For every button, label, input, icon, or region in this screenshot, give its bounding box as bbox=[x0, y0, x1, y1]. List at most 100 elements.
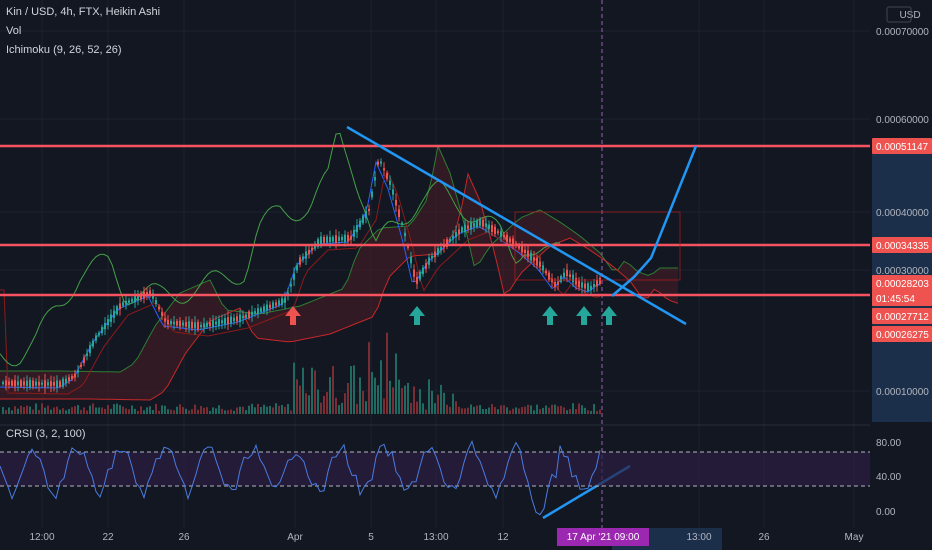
time-tick-label: May bbox=[845, 532, 864, 543]
candle-body bbox=[362, 215, 364, 224]
time-tick-label: 13:00 bbox=[423, 532, 448, 543]
candle-body bbox=[176, 320, 178, 326]
volume-bar bbox=[128, 409, 130, 414]
volume-bar bbox=[350, 366, 352, 414]
volume-bar bbox=[389, 380, 391, 414]
candle-body bbox=[104, 322, 106, 330]
volume-bar bbox=[479, 405, 481, 414]
candle-body bbox=[185, 322, 187, 327]
volume-bar bbox=[329, 377, 331, 414]
volume-bar bbox=[566, 410, 568, 414]
volume-bar bbox=[299, 385, 301, 414]
volume-bar bbox=[263, 404, 265, 414]
time-axis[interactable]: 12:00 22 26 Apr 5 13:00 12 13:00 26 May 17 Apr '21… bbox=[0, 528, 932, 550]
time-tick-label: Apr bbox=[287, 532, 303, 543]
time-tick-label: 13:00 bbox=[686, 532, 711, 543]
price-tag-label: 0.00028203 bbox=[876, 279, 929, 290]
candle-body bbox=[440, 247, 442, 251]
candle-body bbox=[512, 238, 514, 247]
volume-bar bbox=[446, 404, 448, 414]
symbol-title[interactable]: Kin / USD, 4h, FTX, Heikin Ashi bbox=[6, 6, 161, 18]
candle-body bbox=[293, 273, 295, 280]
volume-bar bbox=[407, 382, 409, 414]
vol-legend[interactable]: Vol bbox=[6, 25, 22, 37]
crosshair-time-box bbox=[557, 528, 649, 546]
volume-bar bbox=[476, 405, 478, 414]
candle-body bbox=[347, 234, 349, 242]
volume-bar bbox=[575, 409, 577, 414]
candle-body bbox=[215, 321, 217, 325]
volume-bar bbox=[239, 406, 241, 414]
volume-bar bbox=[50, 409, 52, 414]
volume-bar bbox=[584, 407, 586, 414]
candle-body bbox=[23, 381, 25, 386]
volume-bar bbox=[290, 410, 292, 414]
volume-bar bbox=[341, 402, 343, 414]
candle-body bbox=[452, 235, 454, 240]
candle-body bbox=[311, 247, 313, 251]
volume-bar bbox=[548, 407, 550, 414]
candle-body bbox=[77, 369, 79, 373]
candle-body bbox=[59, 381, 61, 387]
candle-body bbox=[368, 208, 370, 212]
candle-body bbox=[110, 314, 112, 322]
volume-bar bbox=[89, 405, 91, 414]
price-tag bbox=[872, 308, 932, 324]
volume-bar bbox=[5, 410, 7, 414]
horizontal-levels[interactable] bbox=[0, 144, 870, 297]
volume-bar bbox=[503, 405, 505, 414]
volume-bar bbox=[599, 409, 601, 414]
candle-body bbox=[545, 270, 547, 274]
volume-bar bbox=[209, 410, 211, 414]
candle-body bbox=[137, 295, 139, 301]
up-arrow bbox=[601, 306, 617, 325]
candle-body bbox=[299, 257, 301, 265]
volume-bar bbox=[428, 379, 430, 414]
volume-bar bbox=[203, 407, 205, 414]
volume-bar bbox=[509, 410, 511, 414]
volume-bar bbox=[440, 384, 442, 414]
volume-bar bbox=[188, 410, 190, 414]
volume-bar bbox=[482, 408, 484, 414]
candle-body bbox=[200, 324, 202, 328]
time-tick-label: 12:00 bbox=[29, 532, 54, 543]
volume-bar bbox=[137, 410, 139, 414]
volume-bar bbox=[143, 410, 145, 414]
candle-body bbox=[5, 380, 7, 386]
candle-body bbox=[209, 322, 211, 327]
candle-body bbox=[584, 283, 586, 289]
volume-bar bbox=[392, 387, 394, 414]
volume-bar bbox=[134, 408, 136, 414]
volume-bar bbox=[104, 408, 106, 414]
candle-body bbox=[242, 316, 244, 319]
crsi-legend[interactable]: CRSI (3, 2, 100) bbox=[6, 428, 86, 440]
candle-body bbox=[464, 224, 466, 233]
candle-body bbox=[131, 298, 133, 302]
candle-body bbox=[173, 321, 175, 325]
candle-body bbox=[377, 161, 379, 165]
candle-body bbox=[587, 283, 589, 291]
candle-body bbox=[14, 380, 16, 387]
volume-bar bbox=[242, 406, 244, 414]
volume-bar bbox=[332, 366, 334, 414]
volume-bar bbox=[86, 410, 88, 414]
candle-body bbox=[593, 284, 595, 288]
volume-bar bbox=[353, 365, 355, 414]
ichimoku-legend[interactable]: Ichimoku (9, 26, 52, 26) bbox=[6, 44, 122, 56]
volume-bar bbox=[563, 407, 565, 414]
candle-body bbox=[8, 381, 10, 385]
candle-body bbox=[179, 320, 181, 327]
volume-bar bbox=[230, 409, 232, 414]
volume-bar bbox=[467, 407, 469, 414]
candle-body bbox=[341, 236, 343, 241]
volume-bar bbox=[260, 407, 262, 414]
candle-body bbox=[275, 302, 277, 306]
candle-body bbox=[41, 382, 43, 385]
volume-bar bbox=[521, 407, 523, 414]
candle-body bbox=[410, 256, 412, 264]
candle-body bbox=[167, 320, 169, 325]
volume-bar bbox=[185, 408, 187, 414]
volume-bar bbox=[26, 405, 28, 414]
volume-bar bbox=[56, 406, 58, 414]
